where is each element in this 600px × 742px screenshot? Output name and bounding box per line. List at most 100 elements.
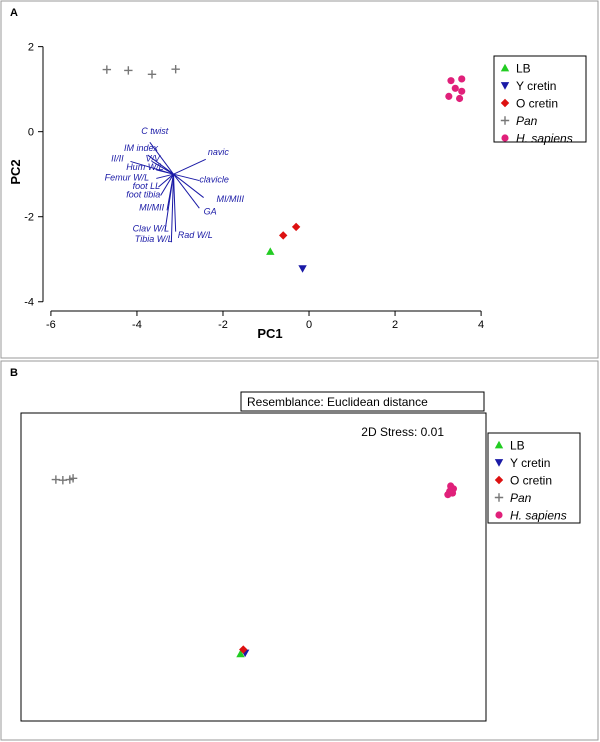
loading-vector-clavicle [173, 173, 200, 182]
vector-label: foot LL [133, 181, 161, 191]
y-tick-label: 0 [28, 127, 34, 139]
panel-b-legend: LB Y cretin O cretin Pan H. sapiens [487, 432, 581, 524]
point-pan [124, 66, 133, 75]
point-h-sapiens [458, 87, 466, 95]
vector-label: MI/MII [139, 202, 164, 212]
point-lb [236, 649, 245, 658]
loading-vector-rad-w-l [173, 174, 177, 232]
point-pan [171, 64, 180, 74]
point-pan [68, 474, 78, 483]
legend-box [487, 432, 581, 524]
loading-vector-im-index [147, 154, 174, 175]
y-tick-label: -4 [24, 297, 34, 309]
legend-marker-o-cretin [494, 475, 504, 485]
loading-vector-mi-miii [173, 173, 204, 198]
legend-label: H. sapiens [516, 132, 573, 146]
loading-vector-c-twist [149, 142, 174, 175]
point-o-cretin [239, 645, 248, 654]
x-tick-label: 0 [306, 319, 312, 331]
vector-label: clavicle [199, 175, 229, 185]
x-tick-label: -4 [132, 319, 142, 331]
point-o-cretin [291, 222, 301, 232]
vector-label: II/II [111, 153, 124, 163]
panel-a-plot: -6 -4 -2 0 2 4 -4 -2 0 2 PC1 PC2 C twist IM index… [8, 42, 587, 341]
loading-vector-foot-tibia [160, 173, 174, 196]
panel-a-x-ticks: -6 -4 -2 0 2 4 [46, 311, 484, 331]
loading-vector-navic [173, 158, 206, 175]
loading-vector-ga [173, 173, 200, 209]
panel-b-plot-frame [20, 412, 487, 722]
y-tick-label: 2 [28, 42, 34, 54]
loading-vector-hum-w-l [156, 169, 174, 175]
legend-marker-o-cretin [500, 98, 510, 108]
legend-marker-pan [500, 116, 510, 125]
vector-label: Tibia W/L [135, 234, 173, 244]
panel-b-title: Resemblance: Euclidean distance [247, 395, 428, 409]
loading-vector-femur-w-l [156, 173, 174, 179]
legend-label: Y cretin [510, 456, 550, 470]
point-lb [266, 247, 275, 255]
loading-vector-tibia-w-l [170, 174, 175, 243]
loading-vector-v-v [151, 161, 174, 175]
legend-label: O cretin [516, 97, 558, 111]
legend-marker-y-cretin [500, 82, 510, 90]
vector-label: Clav W/L [133, 224, 170, 234]
point-pan [102, 65, 112, 74]
x-tick-label: -6 [46, 319, 56, 331]
panel-b-points [51, 474, 458, 658]
point-h-sapiens [447, 77, 455, 85]
point-h-sapiens [444, 491, 452, 499]
point-pan [147, 70, 157, 79]
point-h-sapiens [458, 75, 466, 83]
legend-label: H. sapiens [510, 509, 567, 523]
legend-box [493, 55, 587, 143]
vector-label: GA [204, 207, 217, 217]
vector-label: Femur W/L [105, 173, 150, 183]
loading-vector-clav-w-l [164, 174, 175, 232]
panel-b-label: B [10, 367, 18, 379]
legend-label: LB [516, 62, 531, 76]
legend-label: Y cretin [516, 79, 556, 93]
x-tick-label: 2 [392, 319, 398, 331]
loading-vector-foot-ll [158, 173, 174, 188]
x-tick-label: -2 [218, 319, 228, 331]
panel-a-points [102, 64, 466, 273]
point-h-sapiens [445, 92, 453, 100]
legend-label: O cretin [510, 474, 552, 488]
panel-a-legend: LB Y cretin O cretin Pan H. sapiens [493, 55, 587, 146]
legend-marker-h-sapiens [495, 511, 503, 519]
panel-b-plot: Resemblance: Euclidean distance 2D Stres… [20, 391, 581, 722]
vector-label: V/V [146, 153, 162, 163]
vector-label: Rad W/L [178, 230, 213, 240]
vector-label: navic [208, 147, 230, 157]
panel-a-frame [0, 0, 599, 359]
vector-label: Hum W/L [126, 162, 164, 172]
vector-label: C twist [141, 126, 168, 136]
legend-marker-h-sapiens [501, 134, 509, 142]
panel-b-frame [0, 360, 599, 741]
legend-marker-y-cretin [494, 459, 504, 467]
legend-label: LB [510, 439, 525, 453]
vector-label: MI/MIII [217, 194, 245, 204]
point-h-sapiens [456, 94, 464, 103]
panel-a-label: A [10, 7, 18, 19]
panel-a-y-label: PC2 [8, 159, 23, 184]
vector-label: IM index [124, 143, 159, 153]
panel-b-title-box [240, 391, 485, 412]
legend-marker-lb [500, 63, 510, 72]
point-y-cretin [298, 265, 307, 273]
y-tick-label: -2 [24, 212, 34, 224]
x-tick-label: 4 [478, 319, 484, 331]
point-o-cretin [279, 231, 288, 240]
legend-marker-pan [494, 493, 504, 502]
vector-label: foot tibia [126, 190, 160, 200]
legend-label: Pan [516, 114, 538, 128]
point-h-sapiens [451, 84, 459, 92]
panel-a-y-ticks: -4 -2 0 2 [24, 42, 43, 309]
panel-b-stress-annotation: 2D Stress: 0.01 [361, 425, 444, 439]
legend-marker-lb [494, 440, 504, 449]
legend-label: Pan [510, 491, 532, 505]
panel-a-x-label: PC1 [257, 326, 282, 341]
